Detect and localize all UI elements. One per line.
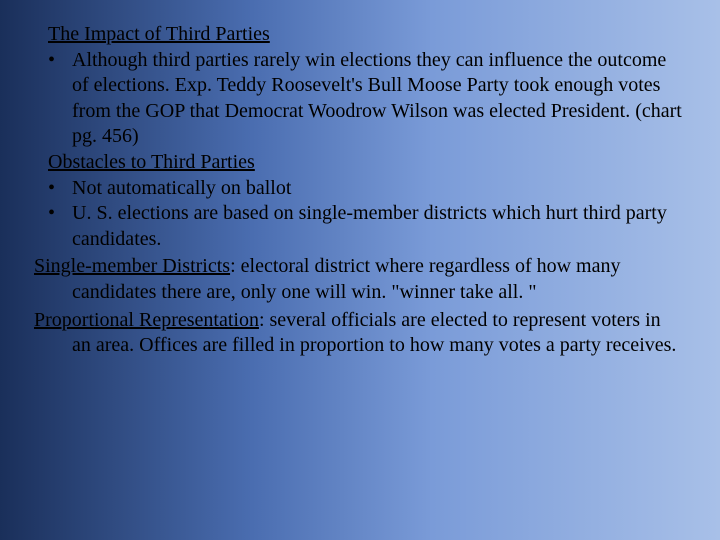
- heading-impact: The Impact of Third Parties: [48, 22, 682, 48]
- bullet-text: Although third parties rarely win electi…: [72, 48, 682, 150]
- bullet-block-1: • Although third parties rarely win elec…: [48, 48, 682, 150]
- slide-content: The Impact of Third Parties • Although t…: [34, 22, 682, 359]
- bullet-text: U. S. elections are based on single-memb…: [72, 201, 682, 252]
- bullet-block-2: • Not automatically on ballot • U. S. el…: [48, 176, 682, 253]
- bullet-item: • U. S. elections are based on single-me…: [48, 201, 682, 252]
- bullet-marker: •: [48, 176, 72, 202]
- definition-single-member: Single-member Districts: electoral distr…: [34, 254, 682, 305]
- definition-proportional: Proportional Representation: several off…: [34, 308, 682, 359]
- bullet-text: Not automatically on ballot: [72, 176, 682, 202]
- bullet-marker: •: [48, 48, 72, 150]
- bullet-marker: •: [48, 201, 72, 252]
- bullet-item: • Not automatically on ballot: [48, 176, 682, 202]
- bullet-item: • Although third parties rarely win elec…: [48, 48, 682, 150]
- heading-obstacles: Obstacles to Third Parties: [48, 150, 682, 176]
